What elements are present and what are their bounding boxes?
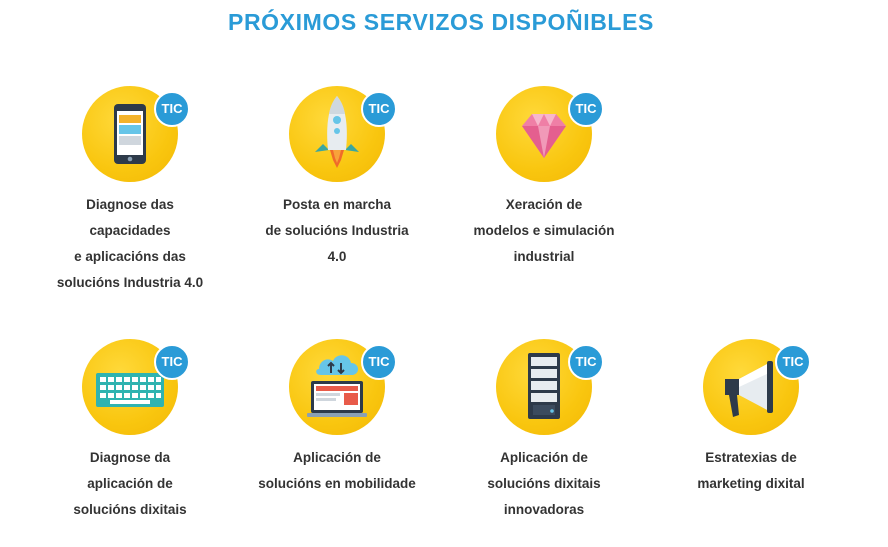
label-line: industrial — [513, 249, 575, 264]
service-label: Aplicación de solucións dixitais innovad… — [454, 445, 634, 523]
tic-badge: TIC — [361, 344, 397, 380]
label-line: Diagnose da — [89, 450, 171, 465]
label-line: innovadoras — [503, 502, 585, 517]
service-label: Diagnose das capacidades e aplicacións d… — [40, 192, 220, 296]
label-line: Aplicación de — [293, 450, 381, 465]
service-icon-wrap: TIC — [82, 339, 190, 435]
label-line: marketing dixital — [697, 476, 805, 491]
label-line: solucións dixitais — [73, 502, 187, 517]
service-posta-en-marcha[interactable]: TIC Posta en marcha de solucións Industr… — [247, 86, 427, 270]
tic-badge: TIC — [568, 91, 604, 127]
service-icon-wrap: TIC — [289, 86, 397, 182]
service-icon-wrap: TIC — [289, 339, 397, 435]
service-icon-wrap: TIC — [82, 86, 190, 182]
label-line: solucións Industria 4.0 — [56, 275, 204, 290]
tic-badge: TIC — [361, 91, 397, 127]
smartphone-icon — [114, 104, 146, 164]
label-line: solucións en mobilidade — [258, 476, 416, 491]
label-line: Diagnose das — [86, 197, 174, 212]
service-icon-wrap: TIC — [703, 339, 811, 435]
label-line: 4.0 — [327, 249, 347, 264]
label-line: de solucións Industria — [265, 223, 409, 238]
label-line: solucións dixitais — [487, 476, 601, 491]
keyboard-icon — [96, 373, 164, 407]
server-icon — [528, 353, 560, 419]
rocket-icon — [315, 96, 359, 168]
service-label: Diagnose da aplicación de solucións dixi… — [40, 445, 220, 523]
label-line: Estratexias de — [705, 450, 797, 465]
label-line: Xeración de — [505, 197, 583, 212]
cloud-laptop-icon — [307, 355, 367, 417]
service-xeracion-modelos[interactable]: TIC Xeración de modelos e simulación ind… — [454, 86, 634, 270]
page-title: PRÓXIMOS SERVIZOS DISPOÑIBLES — [228, 9, 654, 35]
megaphone-icon — [725, 361, 773, 417]
service-label: Estratexias de marketing dixital — [661, 445, 841, 497]
service-diagnose-capacidades[interactable]: TIC Diagnose das capacidades e aplicació… — [40, 86, 220, 296]
tic-badge: TIC — [154, 344, 190, 380]
tic-badge: TIC — [154, 91, 190, 127]
service-marketing-dixital[interactable]: TIC Estratexias de marketing dixital — [661, 339, 841, 497]
service-diagnose-aplicacion[interactable]: TIC Diagnose da aplicación de solucións … — [40, 339, 220, 523]
service-aplicacion-innovadoras[interactable]: TIC Aplicación de solucións dixitais inn… — [454, 339, 634, 523]
service-label: Posta en marcha de solucións Industria 4… — [247, 192, 427, 270]
diamond-icon — [522, 114, 566, 158]
label-line: modelos e simulación — [473, 223, 615, 238]
label-line: Aplicación de — [500, 450, 588, 465]
label-line: Posta en marcha — [282, 197, 392, 212]
service-label: Xeración de modelos e simulación industr… — [454, 192, 634, 270]
label-line: e aplicacións das — [74, 249, 186, 264]
service-label: Aplicación de solucións en mobilidade — [247, 445, 427, 497]
label-line: aplicación de — [87, 476, 173, 491]
tic-badge: TIC — [568, 344, 604, 380]
service-aplicacion-mobilidade[interactable]: TIC Aplicación de solucións en mobilidad… — [247, 339, 427, 497]
service-icon-wrap: TIC — [496, 86, 604, 182]
tic-badge: TIC — [775, 344, 811, 380]
service-icon-wrap: TIC — [496, 339, 604, 435]
label-line: capacidades — [89, 223, 171, 238]
